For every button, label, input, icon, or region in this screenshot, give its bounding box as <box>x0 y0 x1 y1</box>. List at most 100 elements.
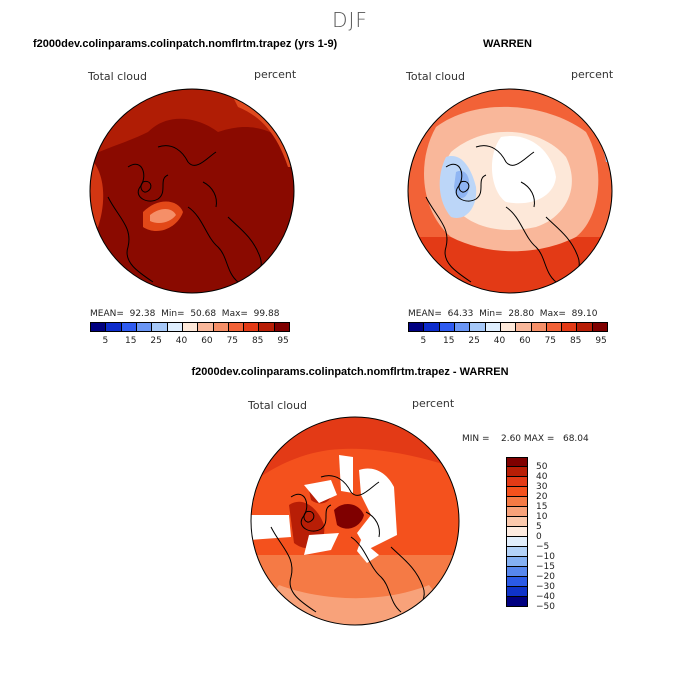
colorbar-swatch <box>274 323 290 331</box>
colorbar-swatch <box>259 323 275 331</box>
obs-cloud-field-white <box>491 136 556 204</box>
obs-polar-map <box>407 88 613 294</box>
colorbar-swatch <box>136 323 153 331</box>
model-coastlines <box>107 145 262 288</box>
colorbar-tick-label: 25 <box>468 336 480 346</box>
colorbar-swatch <box>182 323 199 331</box>
season-title: DJF <box>332 8 368 32</box>
model-stats: MEAN= 92.38 Min= 50.68 Max= 99.88 <box>90 309 280 319</box>
colorbar-swatch <box>506 497 528 507</box>
colorbar-swatch <box>546 323 563 331</box>
colorbar-swatch <box>167 323 183 331</box>
colorbar-swatch <box>439 323 455 331</box>
colorbar-tick-label: 75 <box>544 336 557 346</box>
colorbar-swatch <box>506 577 528 587</box>
colorbar-tick-label: 5 <box>536 522 542 532</box>
obs-panel-title: WARREN <box>483 38 532 50</box>
colorbar-tick-label: 40 <box>493 336 506 346</box>
colorbar-tick-label: −10 <box>536 552 555 562</box>
colorbar-swatch <box>577 323 593 331</box>
colorbar-tick-label: −15 <box>536 562 555 572</box>
colorbar-tick-label: −5 <box>536 542 550 552</box>
colorbar-tick-label: 40 <box>175 336 188 346</box>
diff-units-label: percent <box>412 397 455 410</box>
obs-colorbar <box>408 322 608 332</box>
model-map-border <box>89 88 295 294</box>
diff-field-missing-5 <box>304 533 339 555</box>
diff-panel-title: f2000dev.colinparams.colinpatch.nomflrtm… <box>191 366 509 378</box>
diff-stats: MIN = 2.60 MAX = 68.04 <box>462 434 589 444</box>
colorbar-swatch <box>228 323 245 331</box>
colorbar-tick-label: −40 <box>536 592 555 602</box>
colorbar-tick-label: −20 <box>536 572 555 582</box>
diff-field-north <box>251 417 459 485</box>
colorbar-swatch <box>506 567 528 577</box>
colorbar-tick-label: 50 <box>536 462 548 472</box>
colorbar-tick-label: 25 <box>150 336 162 346</box>
diff-field-pole <box>334 503 364 529</box>
diff-field-missing-1 <box>339 455 353 493</box>
colorbar-swatch <box>506 487 528 497</box>
colorbar-tick-label: 15 <box>536 502 548 512</box>
colorbar-swatch <box>106 323 122 331</box>
colorbar-swatch <box>562 323 578 331</box>
colorbar-swatch <box>198 323 214 331</box>
obs-units-label: percent <box>571 68 614 81</box>
colorbar-tick-label: 40 <box>536 472 548 482</box>
colorbar-tick-label: −30 <box>536 582 555 592</box>
colorbar-swatch <box>506 477 528 487</box>
colorbar-swatch <box>121 323 137 331</box>
diff-map-border <box>250 416 460 626</box>
diff-field-missing-2 <box>357 468 397 550</box>
obs-map-border <box>407 88 613 294</box>
colorbar-tick-label: 0 <box>536 532 542 542</box>
colorbar-tick-label: 95 <box>277 336 289 346</box>
colorbar-swatch <box>592 323 608 331</box>
colorbar-swatch <box>213 323 229 331</box>
diff-field-missing-6 <box>357 540 379 563</box>
model-variable-label: Total cloud <box>88 70 147 83</box>
colorbar-swatch <box>485 323 501 331</box>
colorbar-swatch <box>244 323 260 331</box>
colorbar-tick-label: −50 <box>536 602 555 612</box>
colorbar-swatch <box>91 323 107 331</box>
obs-variable-label: Total cloud <box>406 70 465 83</box>
colorbar-swatch <box>506 547 528 557</box>
diff-coastlines <box>270 475 425 618</box>
colorbar-swatch <box>506 597 528 607</box>
colorbar-swatch <box>516 323 532 331</box>
colorbar-tick-label: 5 <box>102 336 109 346</box>
diff-field-missing-4 <box>251 515 291 540</box>
diff-field-missing-3 <box>304 480 337 503</box>
colorbar-tick-label: 75 <box>226 336 239 346</box>
colorbar-tick-label: 15 <box>443 336 455 346</box>
diff-colorbar-labels: 50 40 30 20 15 10 5 0 −5 −10 −15 −20 −30 −40 −50 <box>536 457 576 627</box>
model-units-label: percent <box>254 68 297 81</box>
colorbar-tick-label: 15 <box>125 336 137 346</box>
colorbar-swatch <box>506 467 528 477</box>
colorbar-tick-label: 85 <box>251 336 264 346</box>
colorbar-swatch <box>506 537 528 547</box>
colorbar-swatch <box>506 517 528 527</box>
colorbar-swatch <box>470 323 486 331</box>
model-cloud-field-min <box>150 209 176 223</box>
colorbar-swatch <box>506 507 528 517</box>
model-panel-title: f2000dev.colinparams.colinpatch.nomflrtm… <box>33 38 338 50</box>
colorbar-tick-label: 5 <box>420 336 427 346</box>
colorbar-swatch <box>506 457 528 467</box>
diff-polar-map <box>250 416 460 626</box>
colorbar-tick-label: 30 <box>536 482 548 492</box>
colorbar-swatch <box>500 323 517 331</box>
colorbar-swatch <box>424 323 440 331</box>
colorbar-tick-label: 60 <box>519 336 531 346</box>
model-polar-map <box>89 88 295 294</box>
obs-stats: MEAN= 64.33 Min= 28.80 Max= 89.10 <box>408 309 598 319</box>
colorbar-swatch <box>531 323 547 331</box>
colorbar-tick-label: 10 <box>536 512 548 522</box>
colorbar-tick-label: 60 <box>201 336 213 346</box>
colorbar-swatch <box>506 527 528 537</box>
colorbar-swatch <box>506 557 528 567</box>
diff-colorbar <box>506 457 528 607</box>
colorbar-tick-label: 20 <box>536 492 548 502</box>
colorbar-swatch <box>409 323 425 331</box>
